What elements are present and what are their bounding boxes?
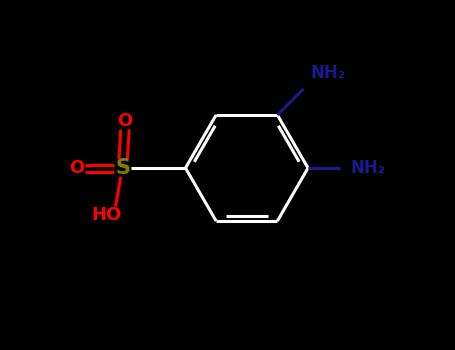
Text: S: S xyxy=(115,158,130,178)
Text: NH₂: NH₂ xyxy=(350,159,385,177)
Text: HO: HO xyxy=(91,206,122,224)
Text: NH₂: NH₂ xyxy=(311,64,346,82)
Text: O: O xyxy=(116,112,132,130)
Text: O: O xyxy=(69,159,85,177)
